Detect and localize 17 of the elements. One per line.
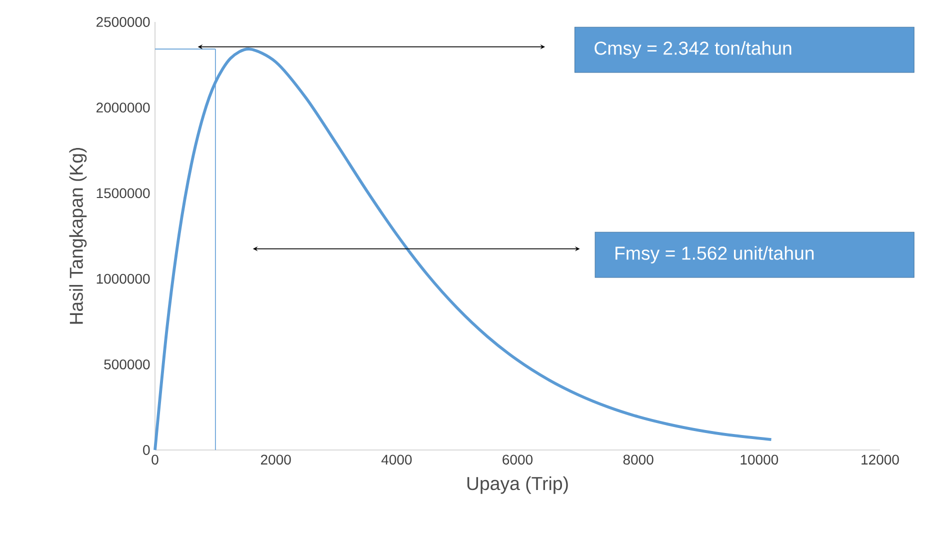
x-tick-label: 6000	[502, 454, 533, 465]
y-tick-label: 2500000	[96, 17, 150, 27]
annotation: Cmsy = 2.342 ton/tahun	[594, 41, 792, 59]
x-tick-label: 12000	[862, 454, 899, 465]
y-tick-label: 0	[143, 445, 150, 455]
x-tick-label: 4000	[381, 454, 412, 465]
y-tick-label: 1500000	[96, 188, 150, 198]
annotation: Fmsy = 1.562 unit/tahun	[616, 246, 814, 264]
x-tick-label: 2000	[260, 454, 291, 465]
y-axis-title: Hasil Tangkapan (Kg)	[69, 148, 87, 324]
y-tick-label: 2000000	[96, 102, 150, 113]
x-axis-title: Upaya (Trip)	[467, 476, 568, 494]
x-tick-label: 0	[152, 454, 158, 465]
x-tick-label: 8000	[623, 454, 654, 465]
x-tick-label: 10000	[740, 454, 778, 465]
y-tick-label: 500000	[104, 359, 150, 370]
y-tick-label: 1000000	[96, 274, 150, 284]
